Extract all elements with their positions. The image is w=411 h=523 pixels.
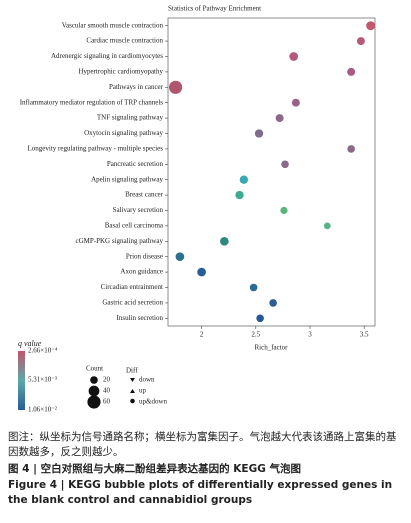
size-key: [90, 376, 98, 384]
y-tick-label: Vascular smooth muscle contraction: [62, 21, 164, 29]
size-legend-title: Count: [86, 365, 103, 373]
shape-key-label: up&down: [139, 398, 168, 406]
bubble: [323, 222, 331, 230]
bubble: [289, 52, 299, 61]
bubble: [249, 283, 258, 292]
y-tick-label: Pathways in cancer: [109, 83, 164, 91]
bubble: [197, 267, 206, 277]
shape-key-label: down: [139, 376, 155, 384]
y-tick-label: Basal cell carcinoma: [105, 222, 164, 230]
x-tick-label: 3: [308, 331, 312, 339]
caption-note: 图注：纵坐标为信号通路名称；横坐标为富集因子。气泡越大代表该通路上富集的基因数越…: [8, 431, 397, 458]
y-tick-label: Circadian entrainment: [101, 283, 163, 291]
size-key: [87, 395, 101, 409]
y-tick-label: Breast cancer: [125, 191, 164, 199]
x-tick-label: 3.5: [360, 331, 369, 339]
bubble: [254, 129, 264, 138]
x-axis-label: Rich_factor: [254, 344, 288, 352]
size-key-label: 60: [103, 398, 111, 406]
bubble: [269, 299, 277, 307]
bubble: [291, 98, 300, 107]
caption-title-en: Figure 4 | KEGG bubble plots of differen…: [8, 479, 393, 506]
y-tick-label: Pancreatic secretion: [107, 160, 164, 168]
y-tick-label: Apelin signaling pathway: [91, 175, 163, 183]
bubble: [235, 190, 244, 200]
y-tick-label: Prion disease: [126, 252, 163, 260]
shape-down: [130, 378, 135, 382]
x-tick-label: 2.5: [251, 331, 260, 339]
bubble: [280, 206, 288, 215]
caption-title-cn: 图 4 | 空白对照组与大麻二酚组差异表达基因的 KEGG 气泡图: [8, 463, 301, 475]
bubble: [275, 114, 284, 123]
size-key-label: 20: [103, 376, 111, 384]
chart: Statistics of Pathway Enrichment Rich_fa…: [18, 5, 376, 414]
bubble: [356, 37, 365, 46]
shape-updown: [130, 398, 135, 404]
bubble: [366, 21, 376, 31]
y-tick-label: cGMP-PKG signaling pathway: [76, 237, 164, 245]
plot-frame: [167, 17, 376, 327]
bubble: [347, 145, 355, 153]
color-tick-label: 2.66×10⁻⁴: [28, 347, 58, 355]
shape-key-label: up: [139, 387, 147, 395]
y-tick-label: Axon guidance: [120, 268, 163, 276]
x-tick-label: 2: [200, 331, 204, 339]
color-legend-title: q value: [18, 339, 42, 348]
bubble: [175, 252, 185, 262]
color-tick-label: 5.31×10⁻³: [28, 375, 57, 383]
bubble: [281, 160, 289, 169]
y-tick-label: Oxytocin signaling pathway: [84, 129, 163, 137]
bubble: [256, 314, 264, 323]
y-tick-label: TNF signaling pathway: [97, 114, 164, 122]
bubble: [347, 67, 356, 76]
y-tick-label: Longevity regulating pathway - multiple …: [28, 145, 164, 153]
y-tick-label: Insulin secretion: [117, 314, 164, 322]
size-key-label: 40: [103, 387, 111, 395]
bubble: [220, 236, 229, 246]
size-key: [88, 385, 100, 397]
color-bar: [18, 351, 25, 410]
bubble: [169, 80, 183, 94]
y-tick-label: Inflammatory mediator regulation of TRP …: [20, 98, 164, 106]
color-tick-label: 1.06×10⁻²: [28, 406, 57, 414]
shape-legend-title: Diff: [126, 367, 138, 375]
chart-title: Statistics of Pathway Enrichment: [168, 5, 261, 13]
y-tick-label: Salivary secretion: [113, 206, 164, 214]
shape-up: [130, 389, 135, 393]
y-tick-label: Hypertrophic cardiomyopathy: [78, 68, 163, 76]
y-tick-label: Gastric acid secretion: [102, 299, 163, 307]
bubble: [239, 175, 249, 184]
y-tick-label: Adrenergic signaling in cardiomyocytes: [51, 52, 163, 60]
y-tick-label: Cardiac muscle contraction: [86, 37, 163, 45]
